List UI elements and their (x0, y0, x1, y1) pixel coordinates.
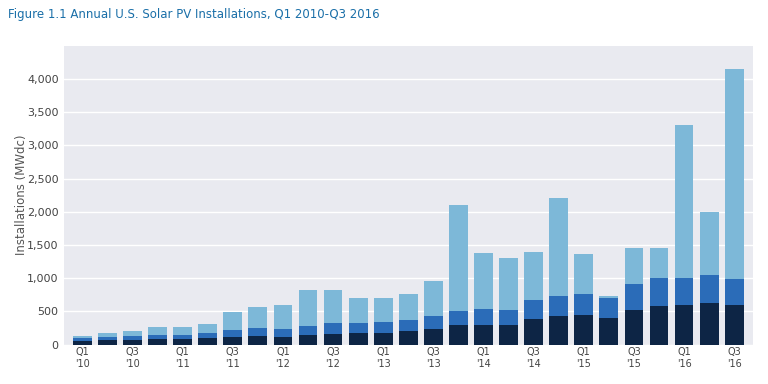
Bar (525, 319, 543, 344)
Y-axis label: Installations (MWdc): Installations (MWdc) (15, 135, 28, 255)
Bar (223, 312, 242, 330)
Bar (73, 338, 91, 341)
Bar (123, 336, 142, 340)
Bar (323, 323, 343, 334)
Bar (624, 248, 644, 283)
Bar (399, 331, 418, 344)
Bar (198, 338, 217, 344)
Bar (650, 278, 668, 306)
Bar (349, 298, 368, 323)
Bar (299, 335, 317, 344)
Bar (624, 283, 644, 310)
Bar (424, 281, 442, 316)
Bar (499, 310, 518, 325)
Bar (700, 303, 719, 344)
Bar (549, 316, 568, 344)
Bar (299, 290, 317, 326)
Bar (725, 305, 743, 344)
Bar (299, 326, 317, 335)
Bar (424, 316, 442, 329)
Bar (73, 336, 91, 338)
Bar (574, 315, 593, 344)
Bar (174, 327, 192, 335)
Bar (123, 331, 142, 336)
Bar (574, 294, 593, 315)
Bar (98, 340, 117, 344)
Bar (624, 310, 644, 344)
Bar (248, 308, 267, 328)
Bar (323, 334, 343, 344)
Bar (499, 325, 518, 344)
Text: Figure 1.1 Annual U.S. Solar PV Installations, Q1 2010-Q3 2016: Figure 1.1 Annual U.S. Solar PV Installa… (8, 8, 379, 21)
Bar (148, 335, 167, 339)
Bar (248, 336, 267, 344)
Bar (273, 329, 293, 337)
Bar (198, 324, 217, 333)
Bar (323, 290, 343, 323)
Bar (248, 328, 267, 336)
Bar (725, 69, 743, 279)
Bar (574, 253, 593, 294)
Bar (273, 337, 293, 344)
Bar (223, 330, 242, 337)
Bar (600, 298, 618, 318)
Bar (449, 205, 468, 311)
Bar (700, 212, 719, 275)
Bar (600, 296, 618, 298)
Bar (424, 329, 442, 344)
Bar (525, 300, 543, 319)
Bar (98, 333, 117, 337)
Bar (349, 333, 368, 344)
Bar (474, 325, 493, 344)
Bar (123, 340, 142, 344)
Bar (449, 311, 468, 325)
Bar (549, 296, 568, 316)
Bar (600, 318, 618, 344)
Bar (549, 199, 568, 296)
Bar (674, 126, 694, 278)
Bar (674, 305, 694, 344)
Bar (73, 341, 91, 344)
Bar (273, 305, 293, 329)
Bar (399, 294, 418, 320)
Bar (399, 320, 418, 331)
Bar (349, 323, 368, 333)
Bar (98, 337, 117, 340)
Bar (674, 278, 694, 305)
Bar (374, 333, 392, 344)
Bar (650, 248, 668, 278)
Bar (374, 298, 392, 322)
Bar (700, 275, 719, 303)
Bar (474, 253, 493, 309)
Bar (174, 339, 192, 344)
Bar (223, 337, 242, 344)
Bar (198, 333, 217, 338)
Bar (374, 322, 392, 333)
Bar (148, 327, 167, 335)
Bar (449, 325, 468, 344)
Bar (148, 339, 167, 344)
Bar (525, 252, 543, 300)
Bar (499, 258, 518, 310)
Bar (725, 279, 743, 305)
Bar (174, 335, 192, 339)
Bar (474, 309, 493, 325)
Bar (650, 306, 668, 344)
